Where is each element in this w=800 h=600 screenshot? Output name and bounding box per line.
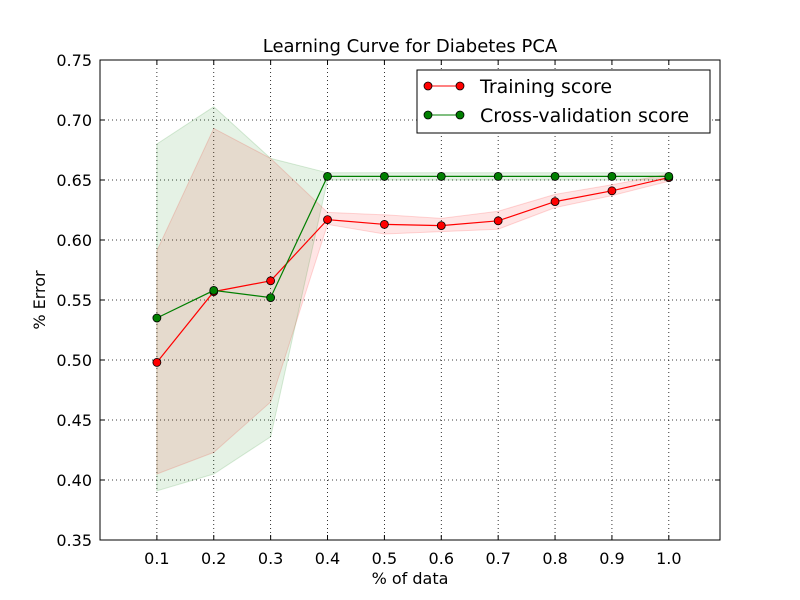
x-tick-label: 0.4 <box>315 549 340 568</box>
training-score-point <box>493 216 503 226</box>
training-score-point <box>436 221 446 231</box>
x-tick-label: 0.9 <box>599 549 624 568</box>
y-tick-label: 0.40 <box>56 471 92 490</box>
x-tick-label: 0.1 <box>144 549 169 568</box>
series-lines <box>152 171 674 367</box>
y-tick-label: 0.35 <box>56 531 92 550</box>
training-score-point <box>152 357 162 367</box>
cross-validation-score-line <box>156 175 669 319</box>
legend-swatch-marker-cv <box>455 110 465 120</box>
x-tick-label: 0.3 <box>258 549 283 568</box>
cross-validation-score-point <box>607 171 617 181</box>
chart-title: Learning Curve for Diabetes PCA <box>263 36 558 57</box>
legend-swatch-marker-training <box>423 81 433 91</box>
x-tick-label: 0.5 <box>372 549 397 568</box>
training-score-line <box>156 177 669 363</box>
x-tick-label: 0.7 <box>485 549 510 568</box>
cross-validation-score-point <box>209 285 219 295</box>
y-tick-label: 0.45 <box>56 411 92 430</box>
cross-validation-score-point <box>152 313 162 323</box>
y-tick-label: 0.50 <box>56 351 92 370</box>
training-score-point <box>550 197 560 207</box>
x-tick-label: 0.8 <box>542 549 567 568</box>
y-tick-label: 0.75 <box>56 51 92 70</box>
legend-label-training: Training score <box>479 76 612 98</box>
x-tick-label: 0.6 <box>429 549 454 568</box>
cross-validation-score-point <box>550 171 560 181</box>
cross-validation-score-point <box>664 171 674 181</box>
cross-validation-score-point <box>266 293 276 303</box>
legend-box <box>416 69 711 134</box>
y-tick-label: 0.55 <box>56 291 92 310</box>
cross-validation-score-point <box>436 171 446 181</box>
training-score-point <box>323 215 332 225</box>
y-tick-label: 0.70 <box>56 111 92 130</box>
training-score-point <box>380 219 389 229</box>
cross-validation-score-point <box>493 171 503 181</box>
legend-swatch-marker-cv <box>423 110 433 120</box>
ticks: 0.1 0.2 0.3 0.4 0.5 0.6 0.7 0.8 0.9 1.0 0.35 0.40 0.… <box>56 51 720 568</box>
y-axis-label: % Error <box>30 270 49 330</box>
cross-validation-score-point <box>323 171 332 181</box>
y-tick-label: 0.65 <box>56 171 92 190</box>
x-tick-label: 1.0 <box>656 549 681 568</box>
legend-swatch-marker-training <box>455 81 465 91</box>
training-score-point <box>266 276 276 286</box>
x-axis-label: % of data <box>372 569 449 588</box>
training-score-point <box>607 186 617 196</box>
cross-validation-score-point <box>380 171 389 181</box>
x-tick-label: 0.2 <box>201 549 226 568</box>
legend: Training score Cross-validation score <box>416 69 711 134</box>
y-tick-label: 0.60 <box>56 231 92 250</box>
legend-label-cross-validation: Cross-validation score <box>480 105 689 127</box>
